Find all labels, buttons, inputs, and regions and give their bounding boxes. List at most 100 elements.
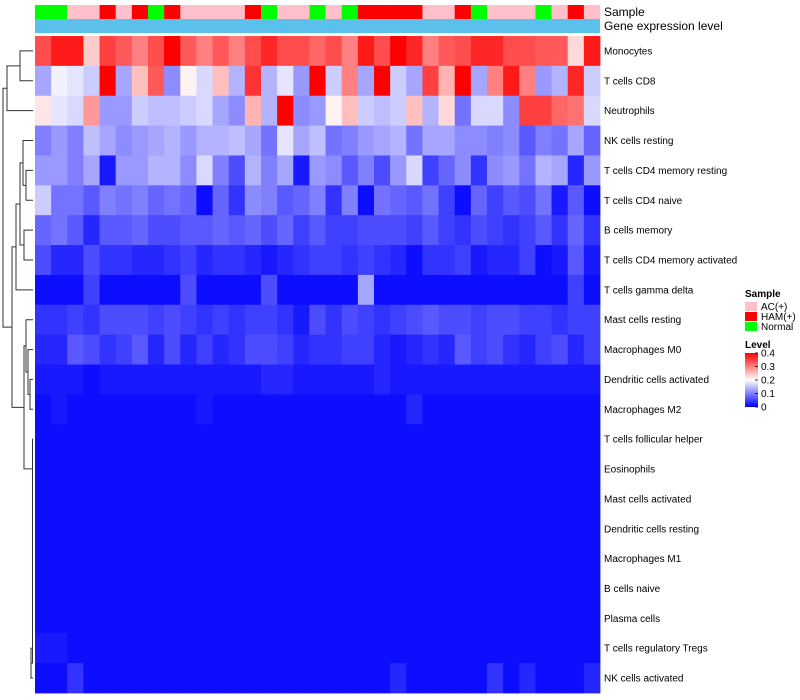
heatmap-cell — [261, 573, 278, 604]
heatmap-cell — [535, 215, 552, 246]
heatmap-cell — [83, 65, 100, 97]
sample-cell — [196, 5, 213, 19]
heatmap-cell — [438, 573, 456, 604]
heatmap-cell — [309, 125, 326, 156]
heatmap-cell — [212, 364, 230, 395]
heatmap-cell — [180, 215, 197, 246]
heatmap-cell — [67, 394, 84, 425]
heatmap-cell — [293, 334, 310, 365]
legend: Sample AC(+)HAM(+)Normal Level 0.4 0.3 0.2… — [745, 289, 796, 414]
heatmap-cell — [503, 513, 520, 545]
heatmap-cell — [357, 36, 375, 67]
row-label: B cells naive — [604, 584, 661, 595]
heatmap-cell — [390, 394, 407, 425]
heatmap-cell — [228, 334, 246, 365]
heatmap-cell — [277, 394, 294, 425]
heatmap-cell — [487, 573, 504, 604]
heatmap-cell — [51, 65, 68, 97]
heatmap-cell — [454, 95, 472, 126]
heatmap-cell — [277, 513, 294, 545]
sample-cell — [487, 5, 504, 19]
heatmap-cell — [503, 65, 520, 97]
heatmap-cell — [131, 95, 149, 126]
heatmap-cell — [406, 334, 423, 365]
heatmap-cell — [67, 364, 84, 395]
heatmap-cell — [454, 633, 472, 664]
heatmap-cell — [115, 245, 133, 276]
heatmap-cell — [277, 65, 294, 97]
heatmap-cell — [261, 454, 278, 485]
heatmap-cell — [244, 483, 262, 515]
heatmap-cell — [309, 573, 326, 604]
heatmap-cell — [535, 543, 552, 574]
heatmap-cell — [99, 185, 117, 216]
heatmap-cell — [293, 125, 310, 156]
heatmap-cell — [374, 483, 391, 515]
heatmap-cell — [180, 424, 197, 455]
heatmap-cell — [212, 483, 230, 515]
heatmap-cell — [212, 513, 230, 545]
heatmap-cell — [390, 215, 407, 246]
heatmap-cell — [325, 155, 343, 186]
heatmap-cell — [357, 334, 375, 365]
heatmap-cell — [83, 513, 100, 545]
heatmap-cell — [487, 334, 504, 365]
heatmap-cell — [115, 364, 133, 395]
heatmap-cell — [551, 125, 569, 156]
heatmap-cell — [99, 36, 117, 67]
heatmap-cell — [309, 95, 326, 126]
legend-swatch — [745, 302, 757, 311]
row-label: NK cells resting — [604, 136, 673, 147]
heatmap-cell — [583, 95, 601, 126]
heatmap-cell — [51, 185, 68, 216]
heatmap-cell — [535, 65, 552, 97]
heatmap-cell — [341, 454, 359, 485]
heatmap-cell — [470, 304, 488, 336]
heatmap-cell — [583, 245, 601, 276]
heatmap-cell — [196, 274, 213, 306]
heatmap-cell — [244, 274, 262, 306]
heatmap-cell — [83, 454, 100, 485]
sample-cell — [293, 5, 310, 19]
heatmap-cell — [196, 215, 213, 246]
heatmap-cell — [164, 65, 181, 97]
heatmap-cell — [374, 424, 391, 455]
heatmap-cell — [535, 155, 552, 186]
heatmap-cell — [535, 573, 552, 604]
sample-annotation-track — [35, 5, 601, 19]
heatmap-cell — [228, 95, 246, 126]
heatmap-cell — [228, 543, 246, 574]
heatmap-cell — [35, 603, 52, 634]
row-label: Dendritic cells activated — [604, 375, 709, 386]
row-label: Neutrophils — [604, 106, 655, 117]
heatmap-cell — [51, 36, 68, 67]
heatmap-cell — [535, 483, 552, 515]
heatmap-cell — [261, 603, 278, 634]
heatmap-cell — [131, 334, 149, 365]
heatmap-cell — [148, 245, 165, 276]
heatmap-cell — [503, 274, 520, 306]
heatmap-cell — [341, 185, 359, 216]
heatmap-cell — [244, 334, 262, 365]
heatmap-cell — [148, 663, 165, 694]
heatmap-cell — [470, 424, 488, 455]
heatmap-cell — [390, 95, 407, 126]
heatmap-cell — [228, 185, 246, 216]
heatmap-cell — [438, 394, 456, 425]
heatmap-cell — [406, 513, 423, 545]
legend-swatch — [745, 312, 757, 321]
heatmap-cell — [390, 424, 407, 455]
row-label: Plasma cells — [604, 614, 660, 625]
heatmap-cell — [583, 364, 601, 395]
heatmap-cell — [374, 95, 391, 126]
heatmap-cell — [293, 364, 310, 395]
row-label: T cells follicular helper — [604, 435, 703, 446]
heatmap-cell — [503, 364, 520, 395]
heatmap-cell — [454, 424, 472, 455]
legend-tick-label: 0 — [761, 403, 767, 414]
heatmap-cell — [277, 334, 294, 365]
heatmap-cell — [422, 663, 439, 694]
heatmap-cell — [551, 513, 569, 545]
heatmap-cell — [67, 454, 84, 485]
heatmap-cell — [196, 394, 213, 425]
